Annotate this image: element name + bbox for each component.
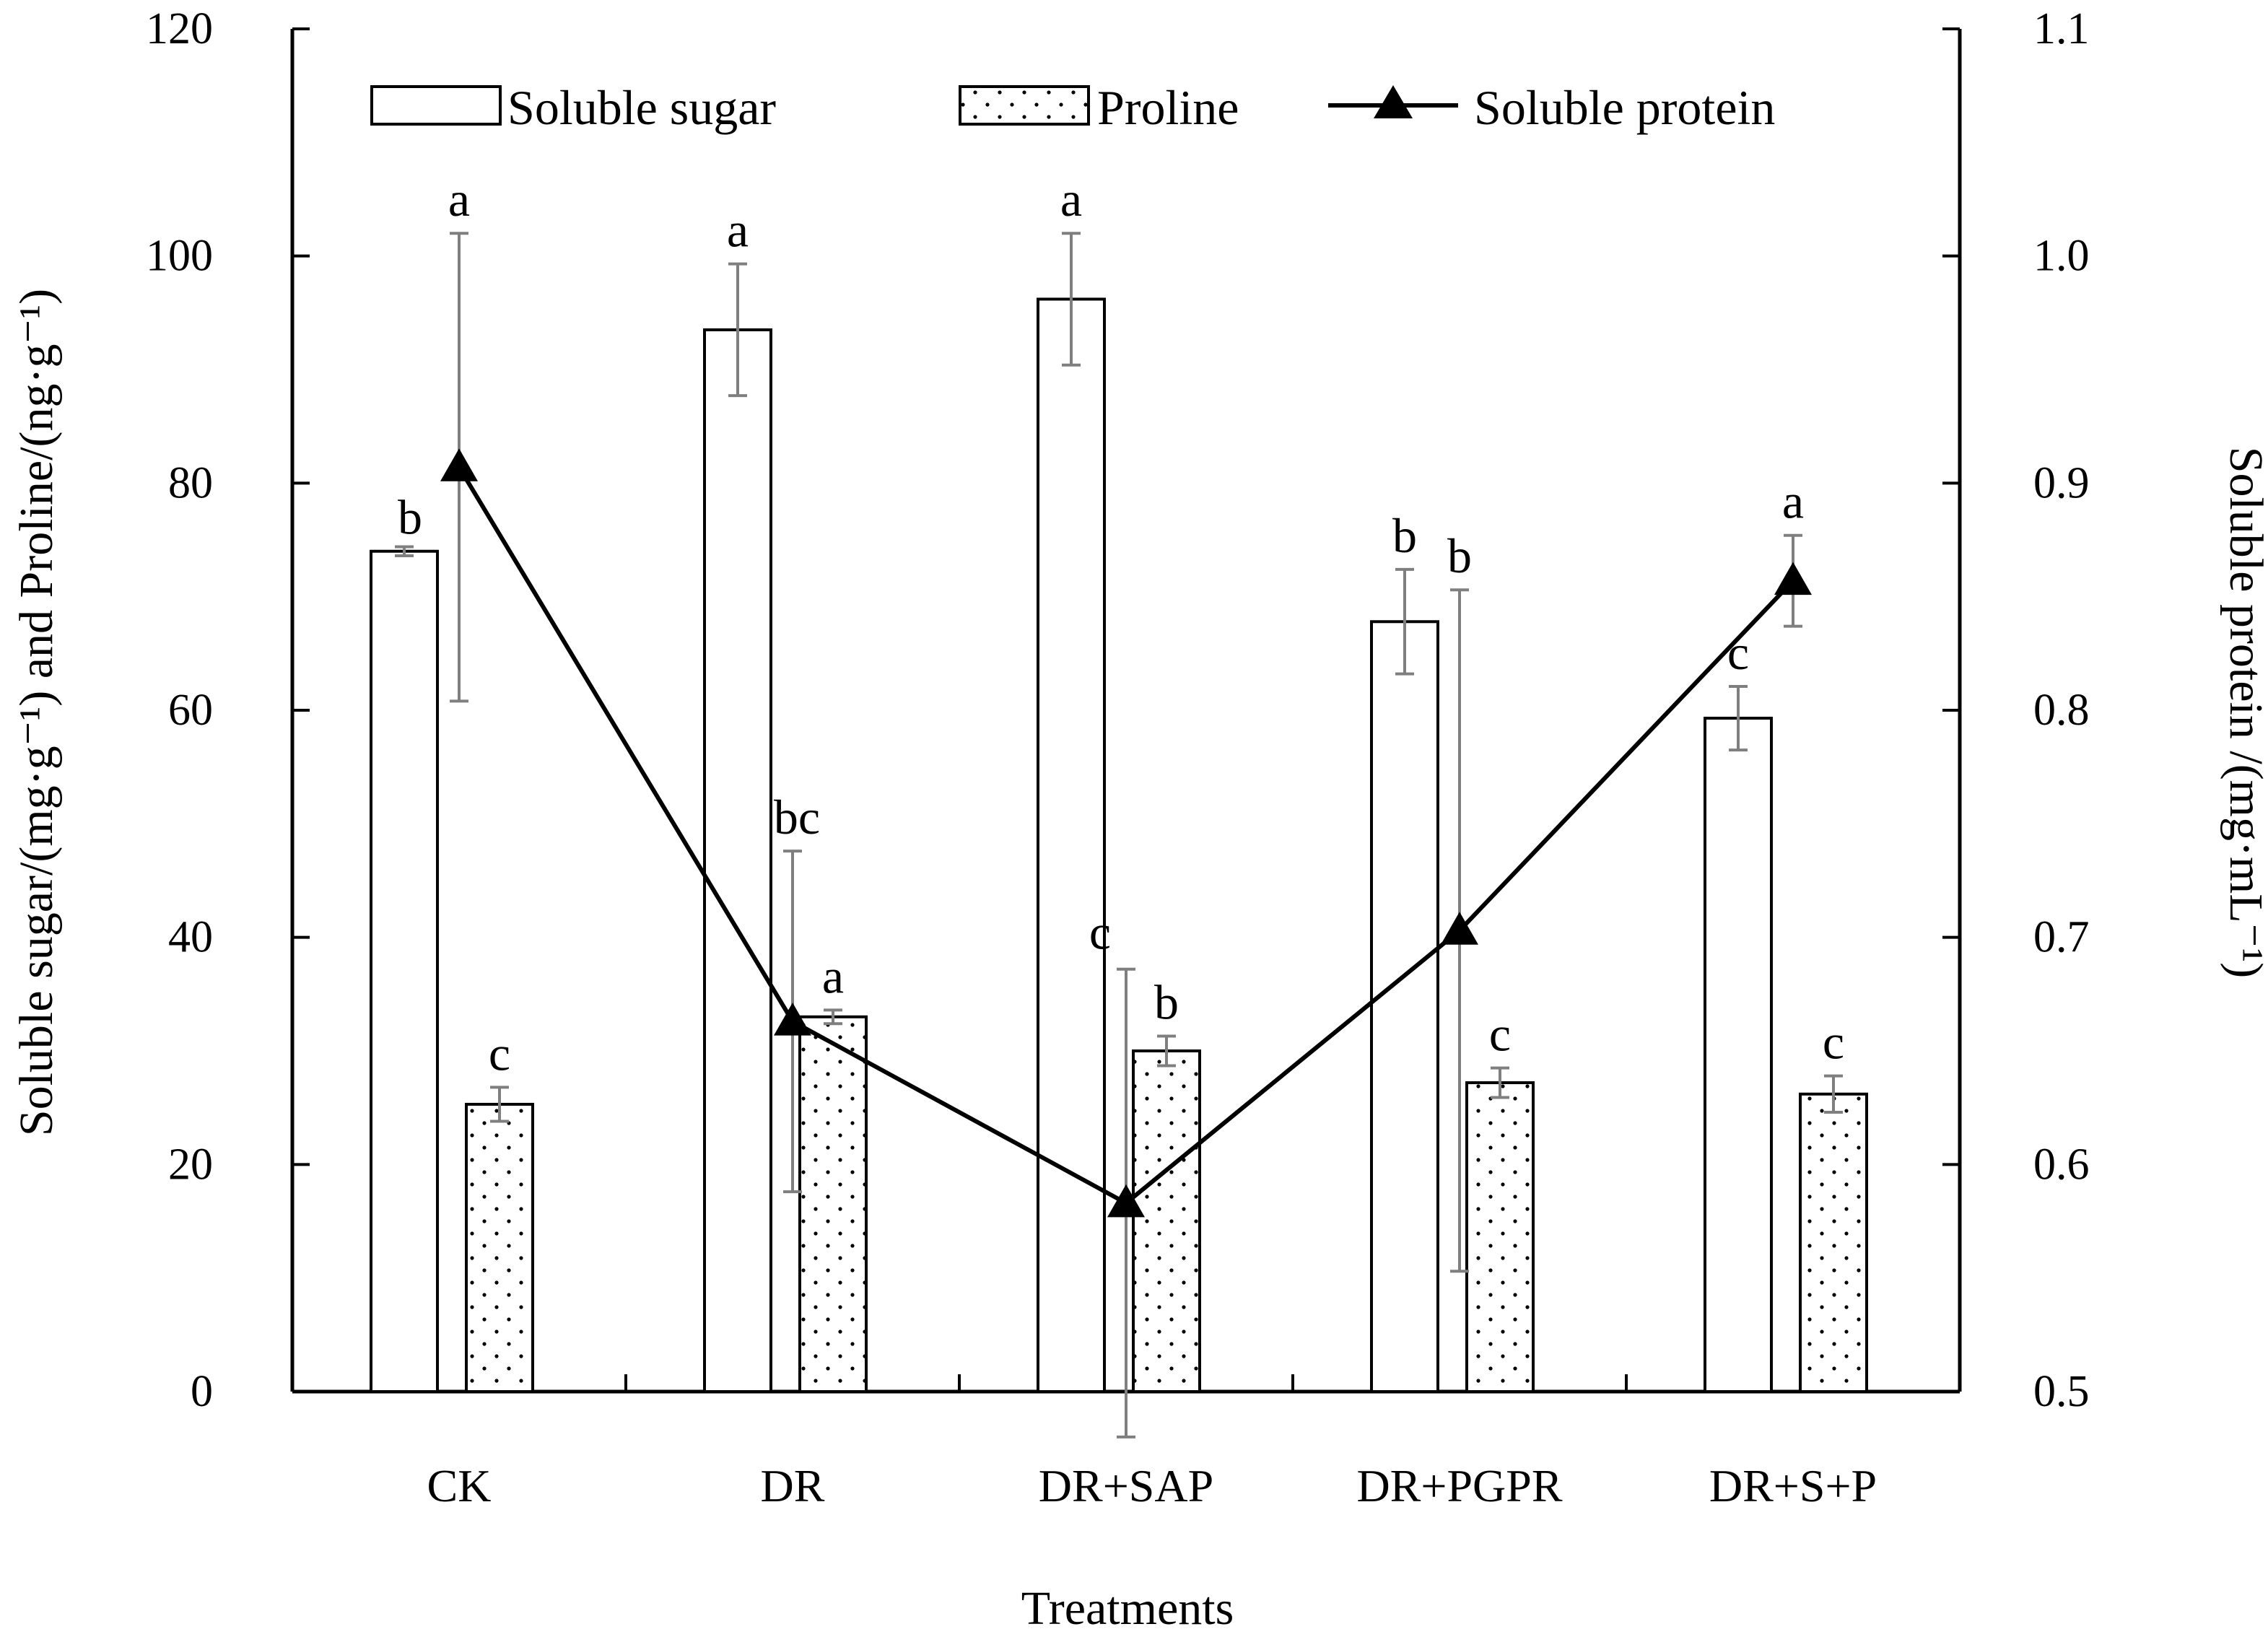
significance-letter-soluble-protein: a <box>448 172 470 227</box>
bar-soluble-sugar <box>703 328 772 1393</box>
significance-letter-soluble-sugar: b <box>398 490 422 545</box>
bar-proline <box>1799 1092 1868 1393</box>
y2-tick-label: 0.8 <box>2033 686 2090 735</box>
y2-tick-label: 1.0 <box>2033 232 2090 281</box>
bar-soluble-sugar <box>1037 297 1106 1393</box>
significance-letter-soluble-protein: c <box>1089 905 1111 960</box>
protein-marker <box>1107 1184 1145 1218</box>
y-tick-label: 40 <box>168 913 213 962</box>
significance-letter-proline: a <box>822 948 844 1003</box>
x-tick-label: DR+SAP <box>1039 1460 1213 1511</box>
bar-soluble-sugar <box>370 549 439 1394</box>
protein-marker <box>774 1003 811 1036</box>
axes: 0 20 40 60 80 100 120 0.5 0.6 0.7 0.8 0.9 1.0 1.1 CK DR… <box>146 4 2090 1511</box>
y2-axis-title: Soluble protein /(mg·mL⁻¹) <box>2220 447 2268 979</box>
y-tick-label: 120 <box>146 4 213 53</box>
x-tick-label: CK <box>427 1460 492 1511</box>
y2-tick-label: 0.6 <box>2033 1140 2090 1189</box>
y-tick-label: 0 <box>191 1367 213 1416</box>
legend-swatch-soluble-sugar <box>370 85 502 126</box>
y2-tick-label: 0.7 <box>2033 913 2090 962</box>
significance-letter-proline: c <box>1823 1015 1844 1070</box>
y-tick-label: 20 <box>168 1140 213 1189</box>
protein-line-layer <box>440 232 1812 1439</box>
significance-letter-soluble-protein: b <box>1447 528 1472 583</box>
legend-label-soluble-protein: Soluble protein <box>1474 80 1775 135</box>
protein-marker <box>440 448 478 481</box>
y-tick-label: 100 <box>146 232 213 281</box>
legend-label-proline: Proline <box>1097 80 1239 135</box>
bar-proline <box>1132 1049 1201 1393</box>
x-tick-label: DR <box>761 1460 825 1511</box>
significance-letter-proline: c <box>1489 1007 1511 1062</box>
significance-letter-soluble-sugar: c <box>1727 625 1749 680</box>
x-tick-label: DR+S+P <box>1709 1460 1877 1511</box>
y2-tick-label: 1.1 <box>2033 4 2090 53</box>
significance-letter-soluble-sugar: a <box>1060 172 1082 227</box>
significance-letter-proline: c <box>489 1026 510 1081</box>
y-tick-label: 60 <box>168 686 213 735</box>
bar-proline <box>1465 1081 1535 1393</box>
legend-swatch-proline <box>959 85 1090 126</box>
legend: Soluble sugar Proline Soluble protein <box>370 80 1775 135</box>
significance-letter-soluble-sugar: a <box>727 203 749 258</box>
bars <box>370 232 1868 1394</box>
protein-marker <box>1441 912 1478 945</box>
y2-tick-label: 0.5 <box>2033 1367 2090 1416</box>
y-tick-label: 80 <box>168 458 213 507</box>
y2-tick-label: 0.9 <box>2033 458 2090 507</box>
legend-marker-soluble-protein <box>1374 85 1413 118</box>
x-tick-label: DR+PGPR <box>1356 1460 1562 1511</box>
bar-soluble-sugar <box>1370 620 1439 1393</box>
significance-letter-soluble-protein: bc <box>774 790 820 844</box>
significance-letter-proline: b <box>1154 975 1179 1030</box>
y-axis-title: Soluble sugar/(mg·g⁻¹) and Proline/(ng·g… <box>10 289 63 1136</box>
x-axis-title: Treatments <box>1021 1582 1234 1635</box>
significance-letter-soluble-sugar: b <box>1392 508 1417 563</box>
protein-marker <box>1774 562 1812 595</box>
significance-letter-soluble-protein: a <box>1782 474 1804 529</box>
bar-proline <box>798 1015 868 1394</box>
bar-soluble-sugar <box>1704 717 1773 1393</box>
bar-proline <box>465 1102 534 1393</box>
legend-label-soluble-sugar: Soluble sugar <box>507 80 776 135</box>
